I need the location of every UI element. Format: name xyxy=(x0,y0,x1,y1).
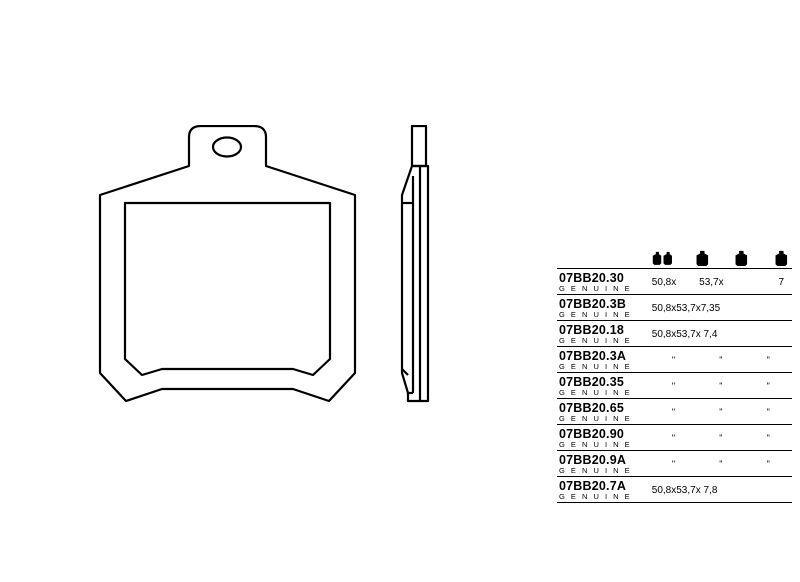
table-row: 07BB20.30G E N U I N E50,8x53,7x7 xyxy=(557,269,792,295)
ditto-cell: " xyxy=(745,399,792,425)
part-number: 07BB20.65 xyxy=(559,401,648,415)
part-number: 07BB20.9A xyxy=(559,453,648,467)
part-number: 07BB20.3B xyxy=(559,297,648,311)
genuine-label: G E N U I N E xyxy=(559,440,648,449)
part-number-table: 07BB20.30G E N U I N E50,8x53,7x707BB20.… xyxy=(557,268,792,503)
dimensions-cell: 50,8x53,7x7,35 xyxy=(650,295,792,321)
genuine-label: G E N U I N E xyxy=(559,492,648,501)
part-number: 07BB20.7A xyxy=(559,479,648,493)
genuine-label: G E N U I N E xyxy=(559,414,648,423)
part-cell: 07BB20.7AG E N U I N E xyxy=(557,477,650,503)
pad-pair-icon xyxy=(652,250,674,266)
ditto-cell: " xyxy=(745,451,792,477)
dimensions-cell: 7 xyxy=(745,269,792,295)
ditto-cell: " xyxy=(697,425,744,451)
part-cell: 07BB20.30G E N U I N E xyxy=(557,269,650,295)
ditto-cell: " xyxy=(650,451,697,477)
brake-pad-side-view xyxy=(400,125,440,415)
ditto-cell: " xyxy=(697,347,744,373)
table-row: 07BB20.18G E N U I N E50,8x53,7x 7,4 xyxy=(557,321,792,347)
ditto-cell: " xyxy=(697,451,744,477)
part-cell: 07BB20.3AG E N U I N E xyxy=(557,347,650,373)
table-row: 07BB20.3AG E N U I N E""" xyxy=(557,347,792,373)
technical-drawing xyxy=(70,125,490,445)
brake-pad-front-view xyxy=(70,125,385,415)
ditto-cell: " xyxy=(697,373,744,399)
part-cell: 07BB20.9AG E N U I N E xyxy=(557,451,650,477)
ditto-cell: " xyxy=(650,373,697,399)
ditto-cell: " xyxy=(745,373,792,399)
pad-single-icon xyxy=(692,250,714,266)
part-number: 07BB20.30 xyxy=(559,271,648,285)
genuine-label: G E N U I N E xyxy=(559,362,648,371)
genuine-label: G E N U I N E xyxy=(559,310,648,319)
ditto-cell: " xyxy=(745,425,792,451)
part-cell: 07BB20.90G E N U I N E xyxy=(557,425,650,451)
dimensions-cell: 50,8x xyxy=(650,269,697,295)
part-number: 07BB20.90 xyxy=(559,427,648,441)
genuine-label: G E N U I N E xyxy=(559,466,648,475)
table-row: 07BB20.7AG E N U I N E50,8x53,7x 7,8 xyxy=(557,477,792,503)
part-cell: 07BB20.65G E N U I N E xyxy=(557,399,650,425)
ditto-cell: " xyxy=(745,347,792,373)
table-row: 07BB20.90G E N U I N E""" xyxy=(557,425,792,451)
genuine-label: G E N U I N E xyxy=(559,336,648,345)
ditto-cell: " xyxy=(650,347,697,373)
dimensions-cell: 50,8x53,7x 7,4 xyxy=(650,321,792,347)
part-number: 07BB20.3A xyxy=(559,349,648,363)
table-row: 07BB20.9AG E N U I N E""" xyxy=(557,451,792,477)
pad-single-icon xyxy=(771,250,793,266)
table-row: 07BB20.35G E N U I N E""" xyxy=(557,373,792,399)
table-row: 07BB20.3BG E N U I N E50,8x53,7x7,35 xyxy=(557,295,792,321)
part-cell: 07BB20.35G E N U I N E xyxy=(557,373,650,399)
table-row: 07BB20.65G E N U I N E""" xyxy=(557,399,792,425)
part-number: 07BB20.35 xyxy=(559,375,648,389)
ditto-cell: " xyxy=(650,399,697,425)
part-cell: 07BB20.18G E N U I N E xyxy=(557,321,650,347)
table-header-icons xyxy=(652,250,792,266)
genuine-label: G E N U I N E xyxy=(559,284,648,293)
ditto-cell: " xyxy=(697,399,744,425)
dimensions-cell: 50,8x53,7x 7,8 xyxy=(650,477,792,503)
part-number-table-area: 07BB20.30G E N U I N E50,8x53,7x707BB20.… xyxy=(557,250,792,503)
ditto-cell: " xyxy=(650,425,697,451)
part-number: 07BB20.18 xyxy=(559,323,648,337)
genuine-label: G E N U I N E xyxy=(559,388,648,397)
dimensions-cell: 53,7x xyxy=(697,269,744,295)
pad-single-icon xyxy=(731,250,753,266)
part-cell: 07BB20.3BG E N U I N E xyxy=(557,295,650,321)
